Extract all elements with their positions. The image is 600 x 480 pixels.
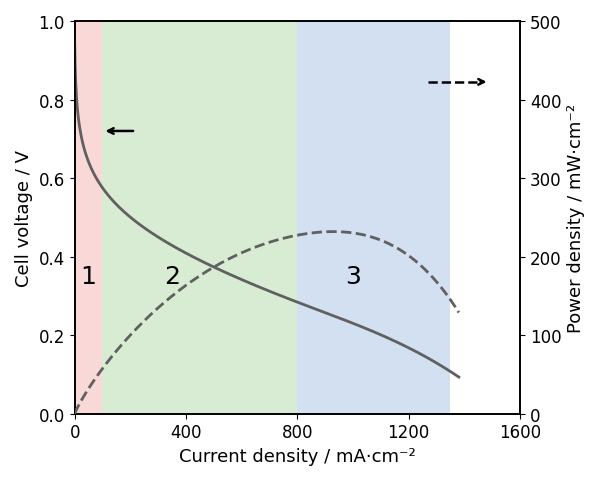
Y-axis label: Power density / mW·cm⁻²: Power density / mW·cm⁻²: [567, 104, 585, 332]
Bar: [298, 22, 451, 414]
Text: 2: 2: [164, 264, 180, 288]
Y-axis label: Cell voltage / V: Cell voltage / V: [15, 150, 33, 286]
Text: 3: 3: [345, 264, 361, 288]
Text: 1: 1: [80, 264, 97, 288]
X-axis label: Current density / mA·cm⁻²: Current density / mA·cm⁻²: [179, 447, 416, 465]
Bar: [74, 22, 103, 414]
Bar: [103, 22, 298, 414]
